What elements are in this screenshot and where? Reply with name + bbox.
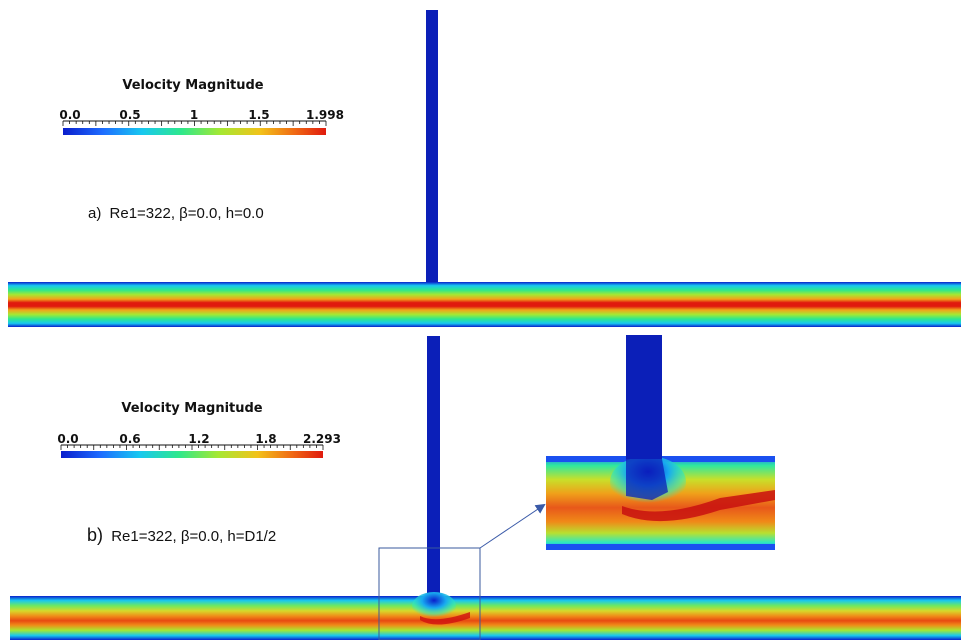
channel-b-shear-layer xyxy=(420,612,470,625)
zoom-inset-jet-core xyxy=(626,459,668,500)
zoom-region-box xyxy=(378,547,481,640)
caption-b-text: Re1=322, β=0.0, h=D1/2 xyxy=(111,528,276,545)
colorbar-a-minor-ticks xyxy=(62,121,327,126)
zoom-inset xyxy=(546,335,775,550)
colorbar-b-ticklabels: 0.0 0.6 1.2 1.8 2.293 xyxy=(57,432,341,446)
zoom-inset-bottom-wall xyxy=(546,544,775,550)
zoom-inset-shear-layer xyxy=(622,490,775,522)
colorbar-b-minor-ticks xyxy=(60,445,324,450)
panel-b: Velocity Magnitude 0.0 0.6 1.2 1.8 2.293… xyxy=(10,335,961,640)
colorbar-b-tick-1: 0.6 xyxy=(119,432,140,446)
colorbar-b-gradient xyxy=(61,451,323,458)
colorbar-a-title: Velocity Magnitude xyxy=(122,78,263,93)
colorbar-a-ticklabels: 0.0 0.5 1 1.5 1.998 xyxy=(59,108,344,122)
main-channel-a xyxy=(8,282,961,327)
colorbar-a-tick-0: 0.0 xyxy=(59,108,80,122)
caption-a-prefix: a) xyxy=(88,205,101,222)
caption-b: b) Re1=322, β=0.0, h=D1/2 xyxy=(87,525,276,545)
main-channel-b xyxy=(10,592,961,640)
colorbar-a-tick-3: 1.5 xyxy=(248,108,269,122)
colorbar-b-tick-2: 1.2 xyxy=(188,432,209,446)
colorbar-a-tick-2: 1 xyxy=(190,108,198,122)
inlet-pipe-a xyxy=(426,10,438,286)
colorbar-b-tick-0: 0.0 xyxy=(57,432,78,446)
colorbar-a-tick-4: 1.998 xyxy=(306,108,344,122)
colorbar-b-tick-3: 1.8 xyxy=(255,432,276,446)
caption-b-prefix: b) xyxy=(87,525,103,545)
colorbar-b-title: Velocity Magnitude xyxy=(121,401,262,416)
zoom-inset-inlet-pipe xyxy=(626,335,662,459)
inlet-pipe-b xyxy=(427,336,440,598)
colorbar-a-tick-1: 0.5 xyxy=(119,108,140,122)
colorbar-b-tick-4: 2.293 xyxy=(303,432,341,446)
main-channel-b-field xyxy=(10,596,961,640)
caption-a-text: Re1=322, β=0.0, h=0.0 xyxy=(110,205,264,222)
channel-b-wake xyxy=(412,592,456,620)
panel-a: Velocity Magnitude 0.0 0.5 1 1.5 1.998 a… xyxy=(8,10,961,327)
colorbar-a-gradient xyxy=(63,128,326,135)
zoom-arrow xyxy=(479,503,546,549)
caption-a: a) Re1=322, β=0.0, h=0.0 xyxy=(88,205,264,222)
